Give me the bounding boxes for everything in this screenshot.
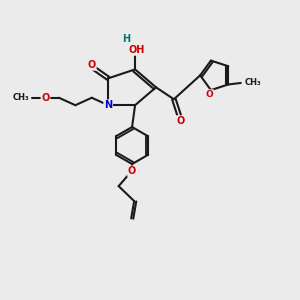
Text: H: H (122, 34, 130, 44)
Text: O: O (41, 93, 50, 103)
Text: O: O (128, 166, 136, 176)
Text: CH₃: CH₃ (244, 79, 261, 88)
Text: O: O (177, 116, 185, 126)
Text: N: N (104, 100, 112, 110)
Text: O: O (88, 60, 96, 70)
Text: O: O (206, 90, 213, 99)
Text: OH: OH (128, 45, 145, 55)
Text: CH₃: CH₃ (12, 93, 29, 102)
